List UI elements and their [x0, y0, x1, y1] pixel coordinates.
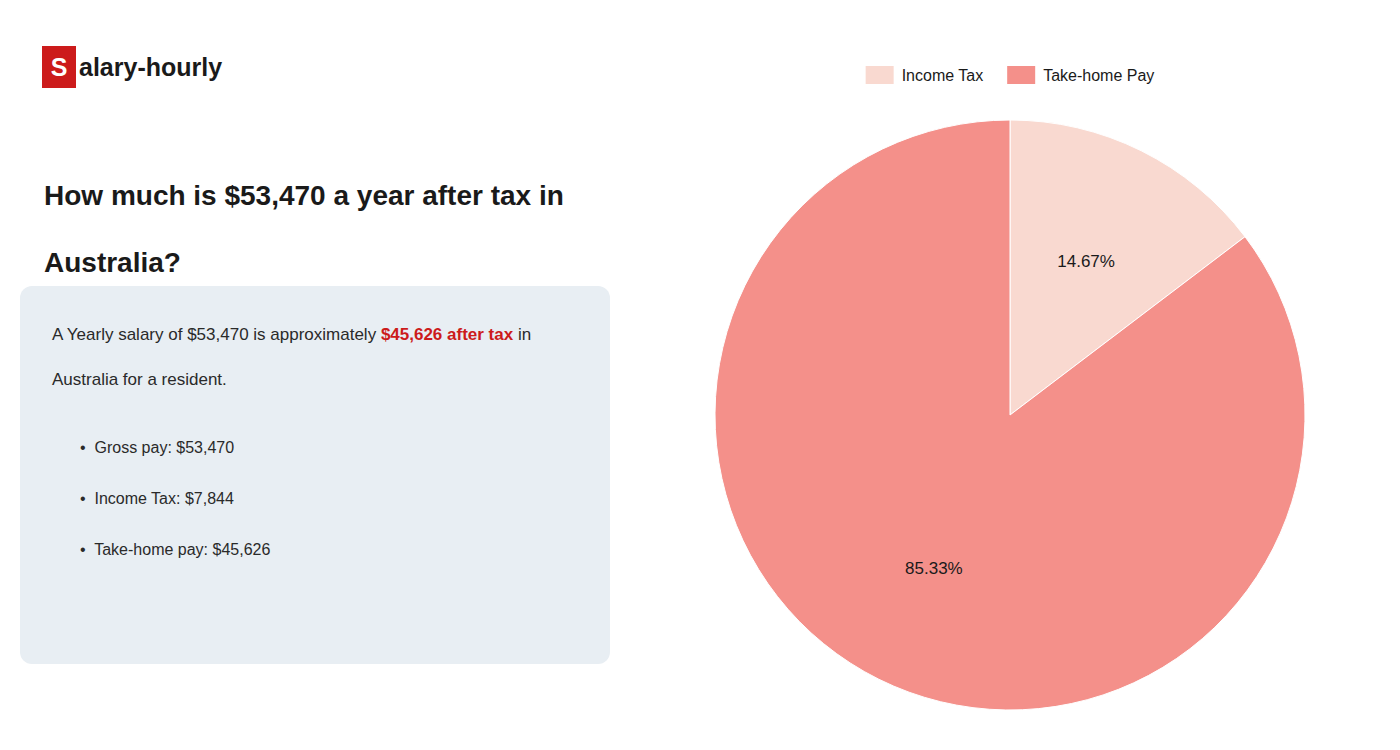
legend: Income Tax Take-home Pay [866, 66, 1155, 84]
title: Australia? [44, 247, 181, 278]
title: How much is $53,470 a year after tax in [44, 180, 564, 211]
legend-label: Take-home Pay [1043, 67, 1154, 84]
slices [715, 120, 1305, 710]
bullet-item: • Gross pay: $53,470 [80, 439, 234, 456]
chart-svg: Salary-hourly How much is $53,470 a year … [0, 0, 1400, 750]
pie: 14.67% 85.33% [715, 120, 1305, 710]
data-labels: 14.67% 85.33% [905, 252, 1115, 577]
info-line: A Yearly salary of $53,470 is approximat… [52, 325, 531, 344]
info-text: A Yearly salary of $53,470 is approximat… [52, 325, 381, 344]
info-line: Australia for a resident. [52, 370, 227, 389]
info-text: in [513, 325, 531, 344]
bullet-item: • Take-home pay: $45,626 [80, 541, 270, 558]
logo-letter: S [51, 53, 68, 81]
bullet-item: • Income Tax: $7,844 [80, 490, 234, 507]
text-panel: Salary-hourly How much is $53,470 a year … [20, 46, 610, 664]
logo-box [42, 46, 76, 88]
legend-swatch [866, 66, 894, 84]
info-box [20, 286, 610, 664]
legend-label: Income Tax [902, 67, 984, 84]
logo-text: alary-hourly [79, 53, 222, 81]
legend-item: Income Tax [866, 66, 984, 84]
info-highlight: $45,626 after tax [381, 325, 514, 344]
data-label: 14.67% [1057, 252, 1115, 271]
legend-item: Take-home Pay [1007, 66, 1154, 84]
data-label: 85.33% [905, 559, 963, 578]
legend-swatch [1007, 66, 1035, 84]
pie-slice [715, 120, 1305, 710]
